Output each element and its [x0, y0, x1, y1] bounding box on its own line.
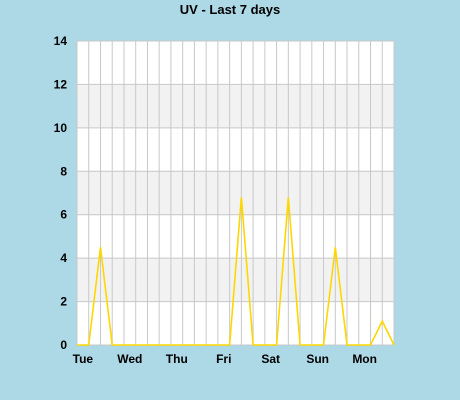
plot-band	[77, 84, 394, 128]
x-tick-label: Sun	[306, 352, 329, 366]
plot-band	[77, 171, 394, 215]
x-tick-label: Wed	[117, 352, 142, 366]
x-tick-label: Tue	[73, 352, 94, 366]
uv-series-line	[77, 197, 395, 346]
x-tick-label: Fri	[216, 352, 231, 366]
y-tick-label: 8	[60, 164, 67, 178]
chart-title: UV - Last 7 days	[180, 2, 280, 17]
y-tick-label: 14	[54, 34, 68, 48]
series-layer	[76, 197, 395, 346]
vertical-gridlines	[76, 41, 395, 345]
x-tick-label: Mon	[352, 352, 377, 366]
y-tick-label: 0	[60, 338, 67, 352]
y-tick-label: 12	[54, 77, 68, 91]
y-tick-label: 4	[60, 251, 67, 265]
y-tick-label: 6	[60, 208, 67, 222]
x-tick-label: Thu	[166, 352, 188, 366]
x-axis: Tue Wed Thu Fri Sat Sun Mon	[73, 352, 377, 366]
y-tick-label: 2	[60, 295, 67, 309]
x-tick-label: Sat	[261, 352, 280, 366]
y-tick-label: 10	[54, 121, 68, 135]
y-axis: 0 2 4 6 8 10 12 14	[54, 34, 68, 352]
